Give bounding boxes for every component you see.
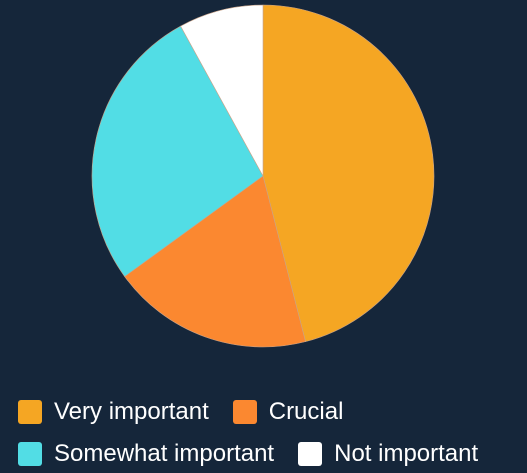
pie-slice-somewhat-important — [91, 25, 264, 277]
legend-item-very-important: Very important — [18, 398, 209, 426]
legend-row: Somewhat important Not important — [18, 440, 527, 468]
legend-label-not-important: Not important — [334, 440, 479, 467]
legend-swatch-not-important — [298, 442, 323, 466]
pie-slice-crucial — [124, 175, 306, 348]
legend-swatch-somewhat-important — [18, 442, 42, 466]
legend-label-somewhat-important: Somewhat important — [54, 440, 275, 467]
legend-swatch-very-important — [18, 400, 42, 424]
legend-item-somewhat-important: Somewhat important — [18, 440, 274, 468]
pie-slice-not-important — [180, 4, 264, 177]
legend-label-very-important: Very important — [54, 398, 209, 425]
legend-swatch-crucial — [232, 400, 257, 424]
legend-row: Very important Crucial — [18, 398, 527, 426]
legend-item-not-important: Not important — [298, 440, 478, 468]
legend-item-crucial: Crucial — [232, 398, 344, 426]
pie-slice-very-important — [262, 4, 435, 342]
chart-legend: Very important Crucial Somewhat importan… — [18, 398, 527, 473]
legend-label-crucial: Crucial — [268, 398, 344, 425]
